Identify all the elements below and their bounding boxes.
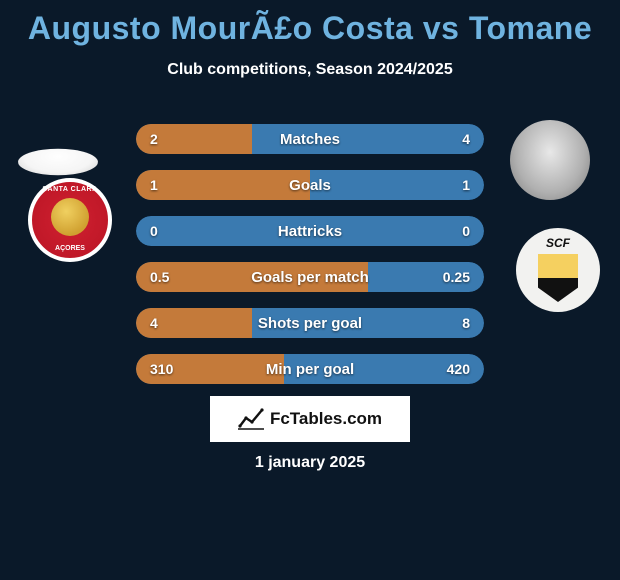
branding-box: FcTables.com xyxy=(210,396,410,442)
badge-subtext: AÇORES xyxy=(55,245,85,252)
stat-label: Goals per match xyxy=(136,269,484,286)
stats-panel: 2Matches4 1Goals1 0Hattricks0 0.5Goals per … xyxy=(136,124,484,400)
stat-label: Min per goal xyxy=(136,361,484,378)
stat-value-right: 420 xyxy=(447,361,470,377)
page-title: Augusto MourÃ£o Costa vs Tomane xyxy=(0,0,620,47)
stat-value-right: 0 xyxy=(462,223,470,239)
stat-label: Goals xyxy=(136,177,484,194)
scf-badge: SCF xyxy=(516,228,600,312)
player-photo-right xyxy=(510,120,590,200)
club-badge-right: SCF xyxy=(516,228,600,312)
shield-icon xyxy=(538,254,578,302)
stat-row-min-per-goal: 310Min per goal420 xyxy=(136,354,484,384)
avatar-placeholder xyxy=(18,149,98,175)
stat-label: Matches xyxy=(136,131,484,148)
stat-value-right: 0.25 xyxy=(443,269,470,285)
stat-label: Hattricks xyxy=(136,223,484,240)
santa-clara-badge: AÇORES xyxy=(28,178,112,262)
avatar-placeholder xyxy=(510,120,590,200)
stat-row-shots-per-goal: 4Shots per goal8 xyxy=(136,308,484,338)
stat-row-goals-per-match: 0.5Goals per match0.25 xyxy=(136,262,484,292)
stat-row-goals: 1Goals1 xyxy=(136,170,484,200)
stat-row-matches: 2Matches4 xyxy=(136,124,484,154)
fctables-logo-icon xyxy=(238,408,264,430)
stat-row-hattricks: 0Hattricks0 xyxy=(136,216,484,246)
stat-value-right: 4 xyxy=(462,131,470,147)
stat-value-right: 8 xyxy=(462,315,470,331)
club-badge-left: AÇORES xyxy=(28,178,112,262)
stat-value-right: 1 xyxy=(462,177,470,193)
branding-text: FcTables.com xyxy=(270,409,382,429)
date-label: 1 january 2025 xyxy=(0,454,620,472)
badge-text: SCF xyxy=(546,236,570,250)
stat-label: Shots per goal xyxy=(136,315,484,332)
subtitle: Club competitions, Season 2024/2025 xyxy=(0,61,620,79)
